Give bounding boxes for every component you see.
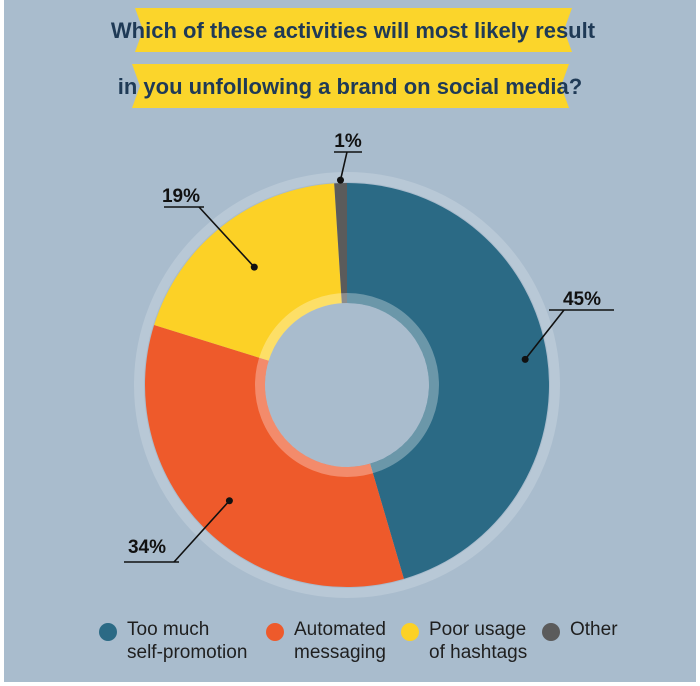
donut-chart: 45% 34% 19% 1% (124, 131, 614, 598)
legend-swatch (401, 623, 419, 641)
title-banner-1 (135, 8, 572, 52)
legend: Too much self-promotion Automated messaging… (4, 618, 696, 678)
legend-swatch (266, 623, 284, 641)
title-line-1: Which of these activities will most like… (111, 18, 596, 43)
legend-label: Other (570, 618, 618, 641)
legend-item-automated-messaging: Automated messaging (266, 618, 386, 664)
leader-line-34 (173, 500, 230, 563)
infographic-panel: Which of these activities will most like… (4, 0, 696, 682)
leader-line-45 (524, 309, 565, 360)
leader-line-1 (339, 151, 348, 181)
outer-halo-ring (134, 172, 560, 598)
legend-label: Automated messaging (294, 618, 386, 664)
data-label-34-percent: 34% (128, 537, 166, 558)
leader-line-19 (198, 206, 255, 268)
slice-too-much-self-promotion (347, 183, 549, 579)
legend-label: Poor usage of hashtags (429, 618, 527, 664)
legend-label-line: self-promotion (127, 642, 248, 663)
data-label-45-percent: 45% (563, 289, 601, 310)
legend-item-other: Other (542, 618, 618, 641)
data-label-19-percent: 19% (162, 186, 200, 207)
legend-item-poor-usage-of-hashtags: Poor usage of hashtags (401, 618, 527, 664)
legend-label-line: Other (570, 619, 618, 640)
slice-other (334, 183, 347, 304)
labels-layer: 45% 34% 19% 1% (124, 131, 614, 563)
title-banner-2 (132, 64, 569, 108)
legend-swatch (99, 623, 117, 641)
title-banners: Which of these activities will most like… (111, 8, 596, 108)
slice-poor-usage-of-hashtags (154, 183, 342, 361)
inner-halo-ring (255, 293, 439, 477)
data-label-1-percent: 1% (334, 131, 362, 152)
slice-automated-messaging (144, 325, 404, 587)
legend-item-too-much-self-promotion: Too much self-promotion (99, 618, 247, 664)
legend-swatch (542, 623, 560, 641)
legend-label-line: Automated (294, 619, 386, 640)
legend-label-line: Too much (127, 619, 210, 640)
legend-label-line: messaging (294, 642, 386, 663)
legend-label-line: Poor usage (429, 619, 527, 640)
legend-label: Too much self-promotion (127, 618, 247, 664)
title-line-2: in you unfollowing a brand on social med… (118, 74, 582, 99)
legend-label-line: of hashtags (429, 642, 528, 663)
